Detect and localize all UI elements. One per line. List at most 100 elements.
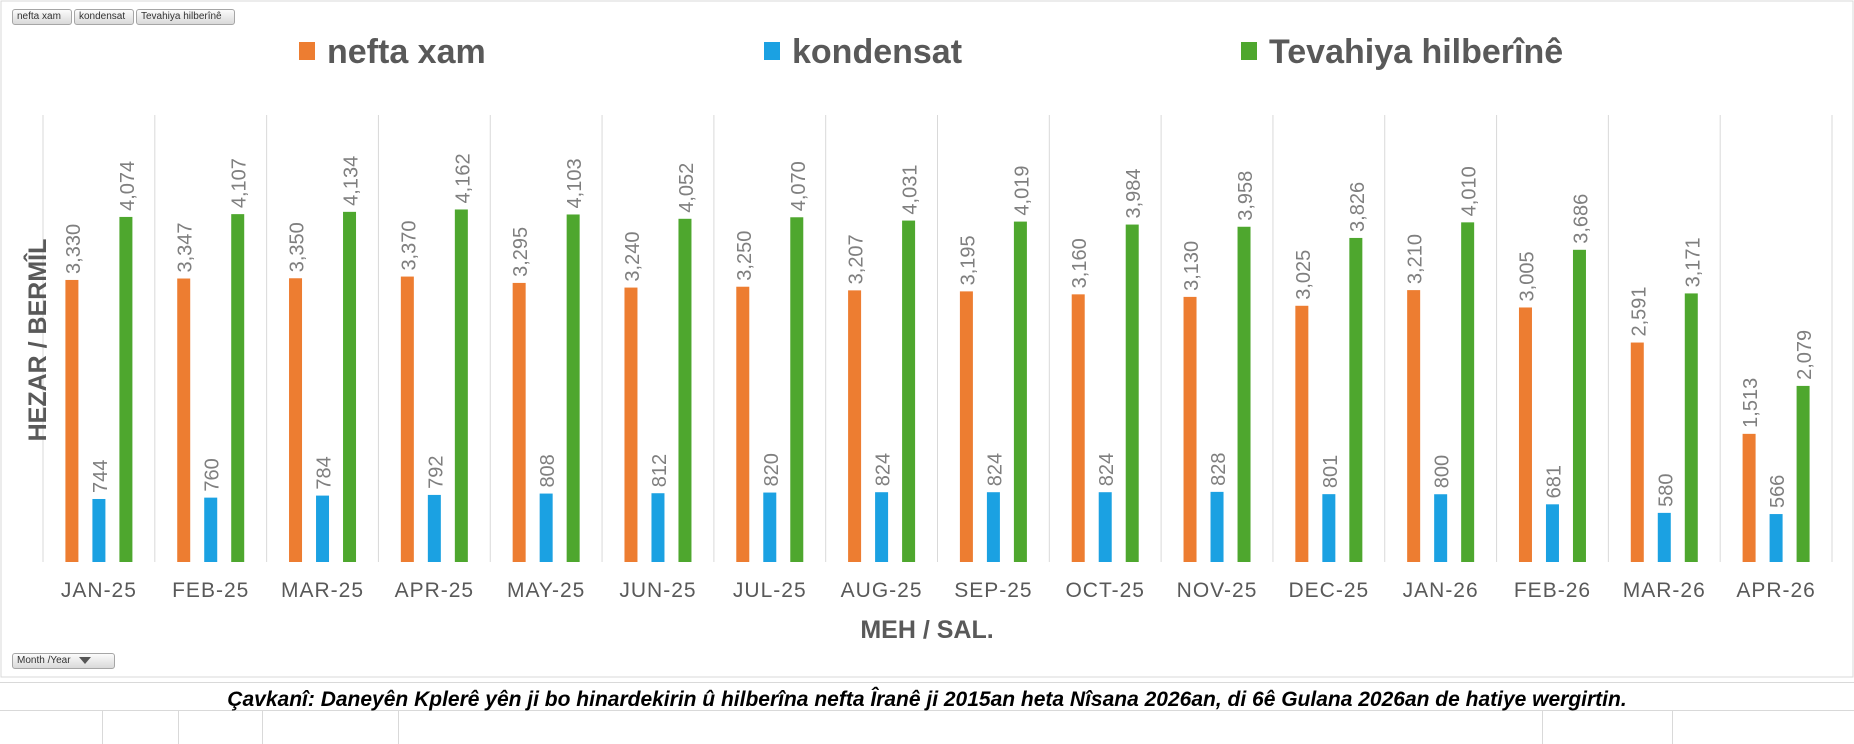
data-label: 3,210 (1405, 234, 1427, 284)
x-tick-label: FEB-25 (172, 579, 249, 602)
pivot-field-button-tevahiya[interactable]: Tevahiya hilberînê (136, 9, 235, 25)
data-label: 681 (1543, 465, 1565, 498)
x-tick-label: SEP-25 (954, 579, 1032, 602)
bar-tevahiya-hilber-n- (678, 218, 692, 562)
x-tick-label: APR-25 (395, 579, 475, 602)
data-label: 828 (1208, 452, 1230, 485)
bar-tevahiya-hilber-n- (1572, 249, 1586, 562)
bar-nefta-xam (400, 276, 414, 562)
data-label: 824 (984, 453, 1006, 486)
x-tick-label: MAY-25 (507, 579, 585, 602)
source-caption: Çavkanî: Daneyên Kplerê yên ji bo hinard… (227, 688, 1627, 711)
bar-kondensat (1098, 492, 1112, 562)
data-label: 784 (314, 456, 336, 489)
x-axis-title: MEH / SAL. (860, 616, 993, 644)
sheet-col-line (178, 710, 179, 744)
x-tick-label: NOV-25 (1177, 579, 1258, 602)
data-label: 3,330 (63, 224, 85, 274)
bar-nefta-xam (1630, 342, 1644, 562)
bar-kondensat (539, 493, 553, 562)
bar-tevahiya-hilber-n- (1349, 237, 1363, 562)
x-tick-label: FEB-26 (1514, 579, 1591, 602)
bar-kondensat (92, 498, 106, 562)
data-label: 3,958 (1235, 171, 1257, 221)
bar-tevahiya-hilber-n- (566, 214, 580, 563)
data-label: 4,134 (341, 156, 363, 206)
bar-tevahiya-hilber-n- (343, 211, 357, 562)
data-label: 1,513 (1740, 378, 1762, 428)
x-tick-label: JAN-25 (61, 579, 137, 602)
bar-kondensat (1657, 512, 1671, 562)
bar-kondensat (316, 495, 330, 562)
bar-tevahiya-hilber-n- (902, 220, 916, 563)
data-label: 4,052 (676, 163, 698, 213)
bar-tevahiya-hilber-n- (790, 217, 804, 562)
data-label: 3,171 (1682, 237, 1704, 287)
data-label: 3,984 (1123, 168, 1145, 218)
data-label: 3,686 (1570, 194, 1592, 244)
legend-swatch-3 (1241, 42, 1257, 60)
data-label: 3,025 (1293, 250, 1315, 300)
y-axis-title: HEZAR / BERMÎL (22, 239, 52, 442)
x-tick-label: MAR-26 (1623, 579, 1706, 602)
bar-kondensat (1545, 504, 1559, 562)
data-label: 4,010 (1459, 166, 1481, 216)
bar-kondensat (986, 492, 1000, 562)
data-label: 4,074 (117, 161, 139, 211)
data-label: 2,079 (1794, 330, 1816, 380)
bar-nefta-xam (959, 291, 973, 562)
bar-nefta-xam (1295, 305, 1309, 562)
bar-tevahiya-hilber-n- (1125, 224, 1139, 562)
bar-kondensat (651, 493, 665, 562)
data-label: 3,370 (398, 220, 420, 270)
data-label: 3,826 (1347, 182, 1369, 232)
legend: nefta xam kondensat Tevahiya hilberînê (299, 33, 1563, 71)
bar-nefta-xam (1407, 290, 1421, 562)
data-label: 808 (537, 454, 559, 487)
x-tick-label: JAN-26 (1403, 579, 1479, 602)
bar-kondensat (204, 497, 218, 562)
data-label: 812 (649, 454, 671, 487)
data-label: 3,005 (1516, 251, 1538, 301)
x-tick-label: JUN-25 (619, 579, 696, 602)
filter-icon[interactable] (79, 656, 92, 664)
pivot-field-button-nefta-xam[interactable]: nefta xam (12, 9, 72, 25)
bar-nefta-xam (65, 279, 79, 562)
bar-kondensat (427, 494, 441, 562)
bar-nefta-xam (1518, 307, 1532, 562)
data-label: 3,347 (175, 222, 197, 272)
x-tick-label: JUL-25 (733, 579, 807, 602)
x-tick-labels: JAN-25 FEB-25 MAR-25 APR-25 MAY-25 JUN-25 JUL-… (61, 579, 1815, 602)
bar-kondensat (875, 492, 889, 562)
sheet-col-line (1542, 710, 1543, 744)
legend-label-2: kondensat (792, 33, 962, 71)
bar-kondensat (763, 492, 777, 562)
bar-tevahiya-hilber-n- (1461, 222, 1475, 562)
data-label: 820 (761, 453, 783, 486)
data-label: 3,130 (1181, 241, 1203, 291)
sheet-row-line (0, 710, 1854, 711)
data-label: 3,195 (957, 235, 979, 285)
sheet-col-line (398, 710, 399, 744)
data-label: 3,207 (846, 234, 868, 284)
data-labels: 3,330 744 4,074 3,347 760 4,107 3,350 784 4,134 3… (63, 153, 1816, 508)
bar-tevahiya-hilber-n- (454, 209, 468, 562)
bars (65, 209, 1810, 563)
legend-swatch-2 (764, 42, 780, 60)
sheet-row-line (0, 682, 1854, 683)
pivot-field-button-kondensat[interactable]: kondensat (74, 9, 134, 25)
data-label: 4,103 (564, 158, 586, 208)
sheet-col-line (1672, 710, 1673, 744)
chart-area (0, 0, 1854, 678)
bar-nefta-xam (1742, 433, 1756, 562)
data-label: 4,070 (788, 161, 810, 211)
bar-tevahiya-hilber-n- (119, 216, 133, 563)
x-tick-label: DEC-25 (1288, 579, 1369, 602)
data-label: 824 (873, 453, 895, 486)
axis-field-button[interactable]: Month /Year (12, 653, 115, 669)
axis-field-label: Month /Year (17, 655, 71, 666)
data-label: 760 (202, 458, 224, 491)
data-label: 3,240 (622, 232, 644, 282)
x-tick-label: MAR-25 (281, 579, 364, 602)
data-label: 3,295 (510, 227, 532, 277)
